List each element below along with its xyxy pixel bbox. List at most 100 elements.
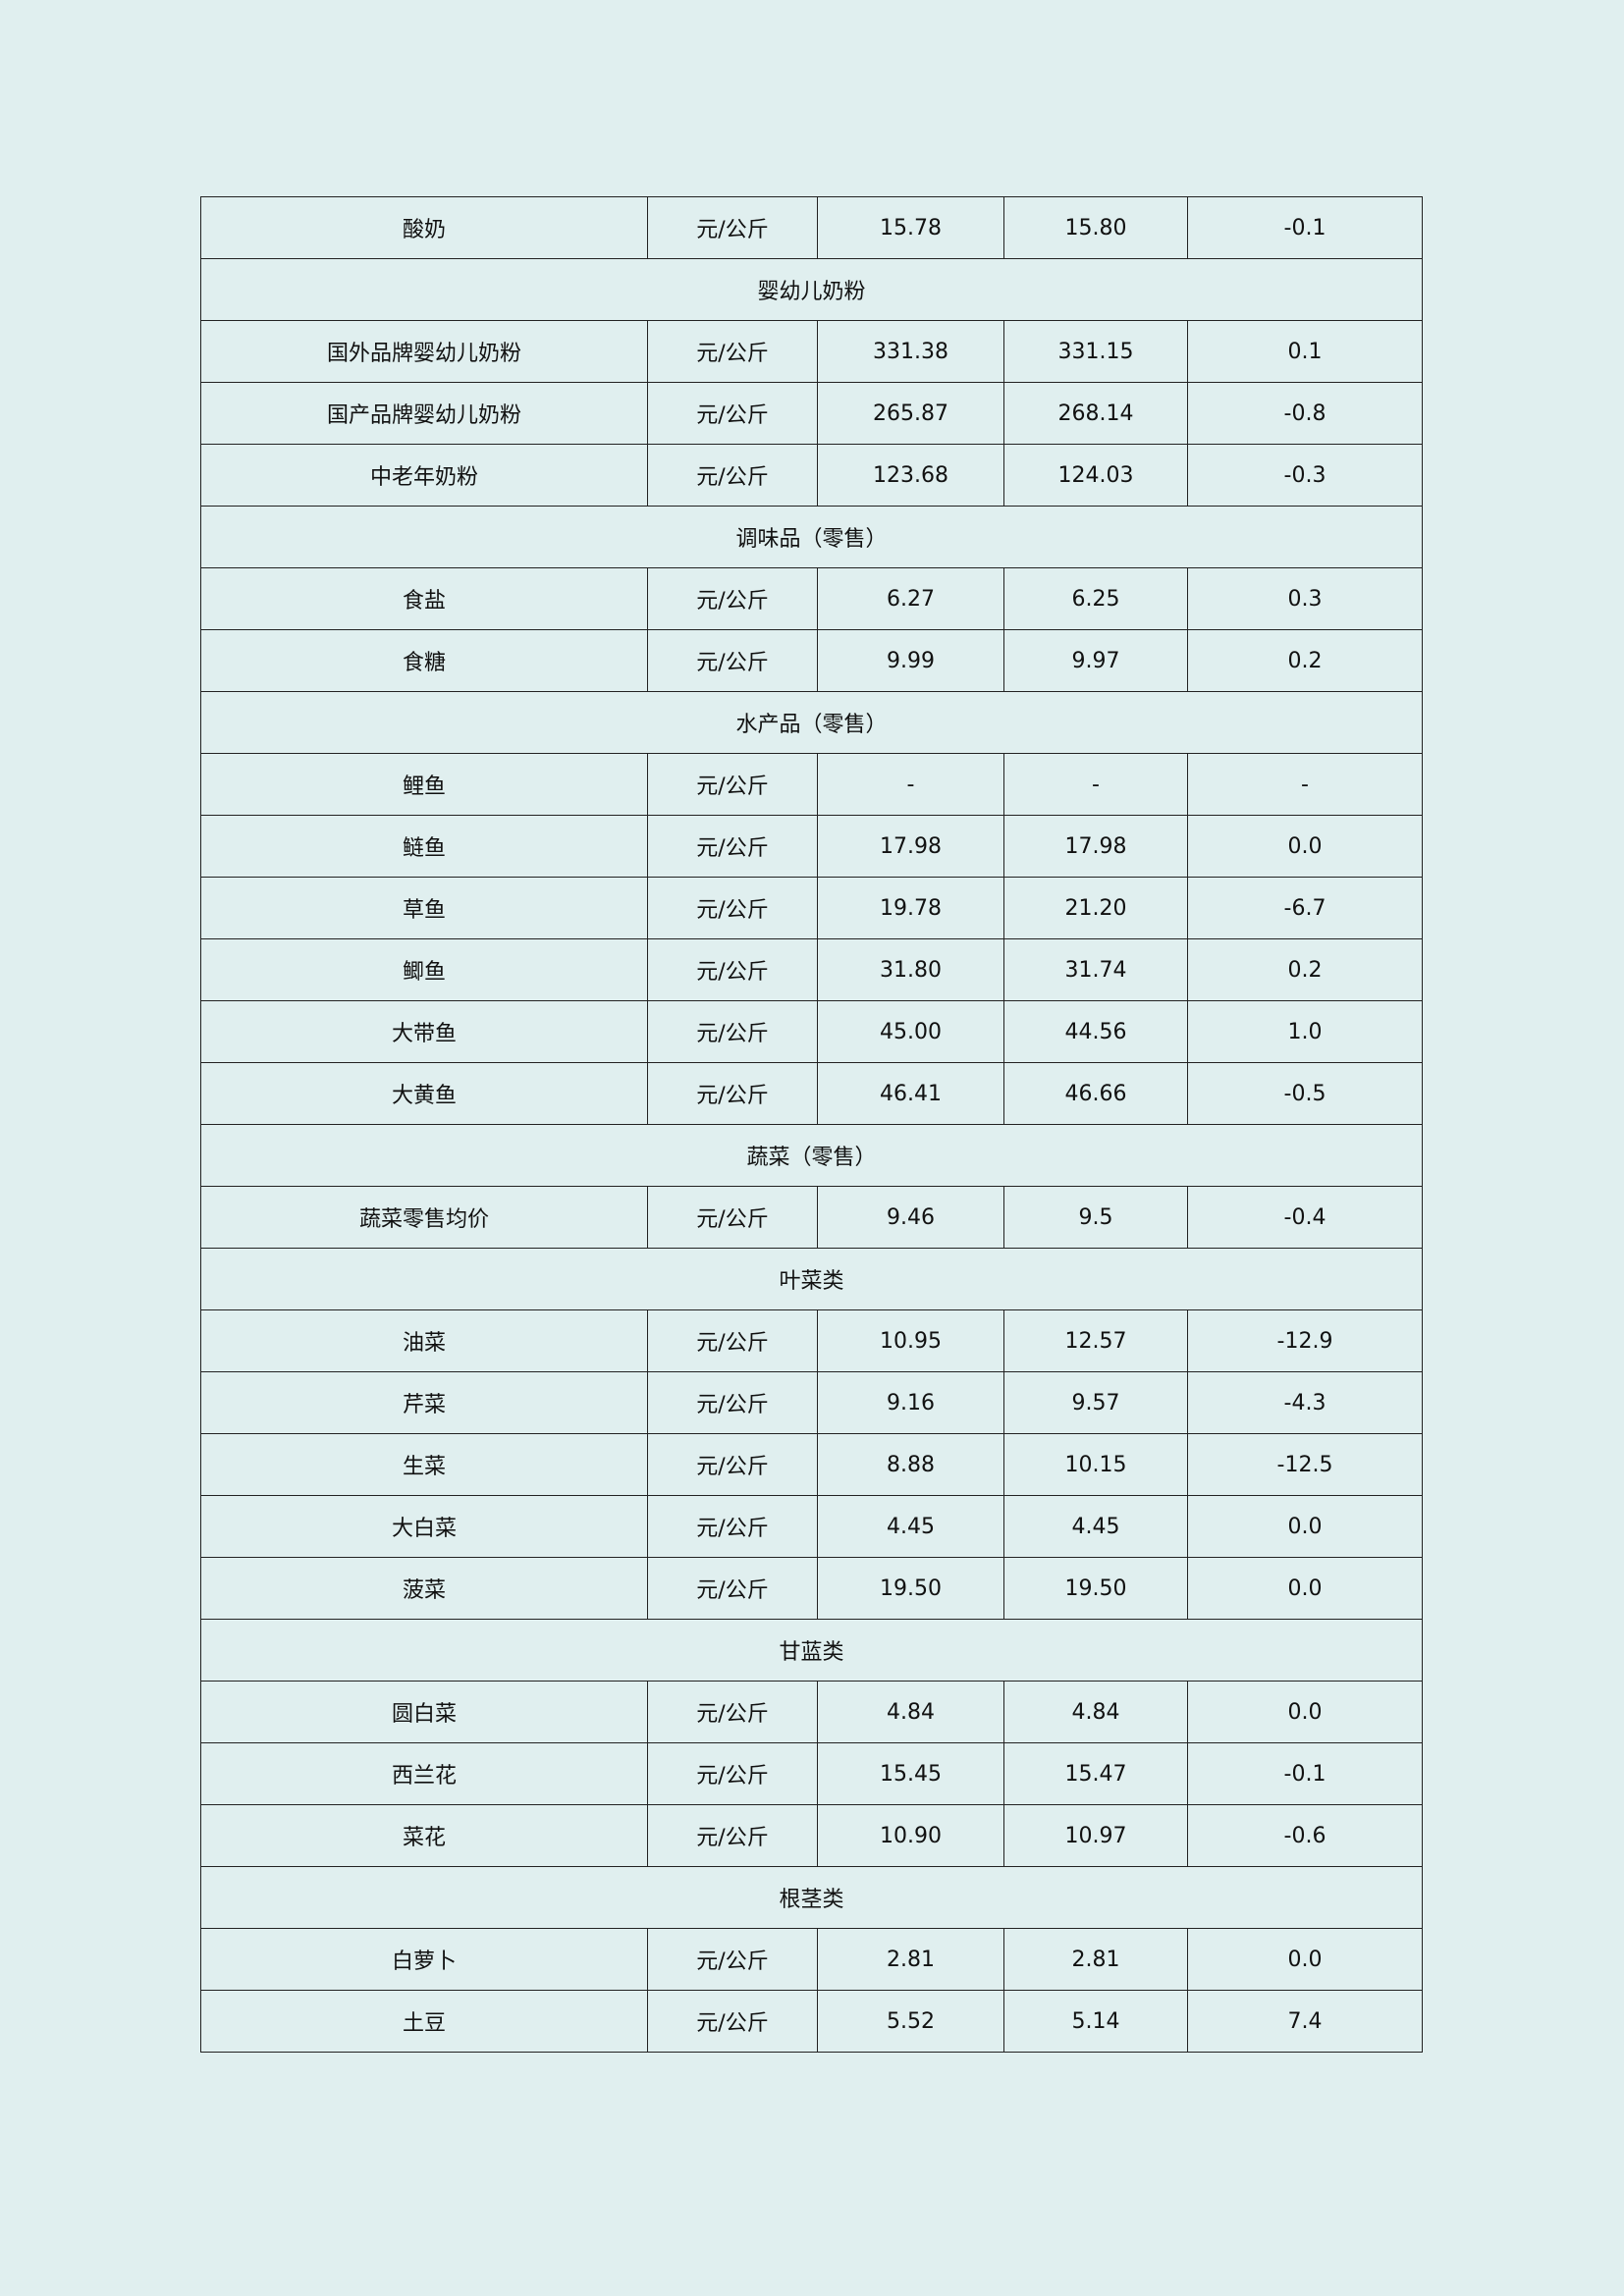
- cell-unit: 元/公斤: [647, 567, 818, 630]
- category-cell: 婴幼儿奶粉: [200, 258, 1423, 321]
- cell-unit: 元/公斤: [647, 1928, 818, 1991]
- category-row: 调味品（零售）: [200, 506, 1423, 568]
- cell-previous: 17.98: [1003, 815, 1188, 878]
- cell-previous: 10.15: [1003, 1433, 1188, 1496]
- table-row: 大带鱼 元/公斤 45.00 44.56 1.0: [200, 1000, 1423, 1063]
- cell-current: 5.52: [817, 1990, 1004, 2053]
- cell-previous: 6.25: [1003, 567, 1188, 630]
- cell-change: 0.2: [1187, 938, 1423, 1001]
- table-row: 西兰花 元/公斤 15.45 15.47 -0.1: [200, 1742, 1423, 1805]
- category-row: 蔬菜（零售）: [200, 1124, 1423, 1187]
- table-row: 菠菜 元/公斤 19.50 19.50 0.0: [200, 1557, 1423, 1620]
- cell-current: 6.27: [817, 567, 1004, 630]
- category-cell: 蔬菜（零售）: [200, 1124, 1423, 1187]
- cell-previous: 9.97: [1003, 629, 1188, 692]
- cell-previous: 268.14: [1003, 382, 1188, 445]
- cell-current: 10.90: [817, 1804, 1004, 1867]
- table-row: 蔬菜零售均价 元/公斤 9.46 9.5 -0.4: [200, 1186, 1423, 1249]
- cell-previous: -: [1003, 753, 1188, 816]
- cell-unit: 元/公斤: [647, 629, 818, 692]
- cell-change: -0.3: [1187, 444, 1423, 507]
- table-row: 菜花 元/公斤 10.90 10.97 -0.6: [200, 1804, 1423, 1867]
- cell-unit: 元/公斤: [647, 1309, 818, 1372]
- cell-name: 芹菜: [200, 1371, 648, 1434]
- table-row: 鲫鱼 元/公斤 31.80 31.74 0.2: [200, 938, 1423, 1001]
- cell-unit: 元/公斤: [647, 1433, 818, 1496]
- cell-unit: 元/公斤: [647, 196, 818, 259]
- cell-unit: 元/公斤: [647, 753, 818, 816]
- cell-name: 土豆: [200, 1990, 648, 2053]
- cell-name: 国产品牌婴幼儿奶粉: [200, 382, 648, 445]
- cell-change: -: [1187, 753, 1423, 816]
- cell-name: 大白菜: [200, 1495, 648, 1558]
- cell-name: 菜花: [200, 1804, 648, 1867]
- table-row: 中老年奶粉 元/公斤 123.68 124.03 -0.3: [200, 444, 1423, 507]
- cell-current: -: [817, 753, 1004, 816]
- cell-previous: 9.5: [1003, 1186, 1188, 1249]
- table-row: 大黄鱼 元/公斤 46.41 46.66 -0.5: [200, 1062, 1423, 1125]
- cell-current: 19.78: [817, 877, 1004, 939]
- cell-current: 45.00: [817, 1000, 1004, 1063]
- cell-current: 8.88: [817, 1433, 1004, 1496]
- cell-unit: 元/公斤: [647, 1557, 818, 1620]
- cell-previous: 2.81: [1003, 1928, 1188, 1991]
- cell-unit: 元/公斤: [647, 1371, 818, 1434]
- cell-change: 0.0: [1187, 1928, 1423, 1991]
- cell-current: 9.46: [817, 1186, 1004, 1249]
- table-row: 土豆 元/公斤 5.52 5.14 7.4: [200, 1990, 1423, 2053]
- cell-previous: 4.45: [1003, 1495, 1188, 1558]
- category-cell: 叶菜类: [200, 1248, 1423, 1310]
- table-row: 酸奶 元/公斤 15.78 15.80 -0.1: [200, 196, 1423, 259]
- cell-current: 4.45: [817, 1495, 1004, 1558]
- cell-name: 大带鱼: [200, 1000, 648, 1063]
- cell-unit: 元/公斤: [647, 1681, 818, 1743]
- category-row: 叶菜类: [200, 1248, 1423, 1310]
- cell-previous: 15.80: [1003, 196, 1188, 259]
- cell-unit: 元/公斤: [647, 938, 818, 1001]
- cell-name: 大黄鱼: [200, 1062, 648, 1125]
- cell-previous: 331.15: [1003, 320, 1188, 383]
- cell-change: 7.4: [1187, 1990, 1423, 2053]
- cell-change: -6.7: [1187, 877, 1423, 939]
- cell-current: 265.87: [817, 382, 1004, 445]
- cell-change: -0.1: [1187, 1742, 1423, 1805]
- table-row: 鲤鱼 元/公斤 - - -: [200, 753, 1423, 816]
- cell-previous: 10.97: [1003, 1804, 1188, 1867]
- cell-previous: 15.47: [1003, 1742, 1188, 1805]
- cell-unit: 元/公斤: [647, 815, 818, 878]
- cell-current: 331.38: [817, 320, 1004, 383]
- table-row: 大白菜 元/公斤 4.45 4.45 0.0: [200, 1495, 1423, 1558]
- cell-current: 2.81: [817, 1928, 1004, 1991]
- cell-name: 鲫鱼: [200, 938, 648, 1001]
- table-row: 芹菜 元/公斤 9.16 9.57 -4.3: [200, 1371, 1423, 1434]
- cell-current: 46.41: [817, 1062, 1004, 1125]
- category-cell: 调味品（零售）: [200, 506, 1423, 568]
- cell-change: 0.0: [1187, 815, 1423, 878]
- cell-unit: 元/公斤: [647, 1062, 818, 1125]
- cell-name: 西兰花: [200, 1742, 648, 1805]
- cell-change: 0.3: [1187, 567, 1423, 630]
- cell-previous: 31.74: [1003, 938, 1188, 1001]
- cell-current: 9.99: [817, 629, 1004, 692]
- cell-previous: 19.50: [1003, 1557, 1188, 1620]
- cell-name: 油菜: [200, 1309, 648, 1372]
- table-row: 白萝卜 元/公斤 2.81 2.81 0.0: [200, 1928, 1423, 1991]
- cell-previous: 46.66: [1003, 1062, 1188, 1125]
- cell-current: 19.50: [817, 1557, 1004, 1620]
- cell-change: -0.4: [1187, 1186, 1423, 1249]
- cell-name: 酸奶: [200, 196, 648, 259]
- cell-previous: 44.56: [1003, 1000, 1188, 1063]
- cell-unit: 元/公斤: [647, 1186, 818, 1249]
- cell-current: 15.45: [817, 1742, 1004, 1805]
- cell-change: -12.9: [1187, 1309, 1423, 1372]
- cell-unit: 元/公斤: [647, 444, 818, 507]
- table-row: 圆白菜 元/公斤 4.84 4.84 0.0: [200, 1681, 1423, 1743]
- cell-change: 0.2: [1187, 629, 1423, 692]
- category-row: 水产品（零售）: [200, 691, 1423, 754]
- cell-unit: 元/公斤: [647, 1742, 818, 1805]
- table-row: 国产品牌婴幼儿奶粉 元/公斤 265.87 268.14 -0.8: [200, 382, 1423, 445]
- cell-change: 0.0: [1187, 1557, 1423, 1620]
- cell-current: 9.16: [817, 1371, 1004, 1434]
- cell-name: 圆白菜: [200, 1681, 648, 1743]
- category-cell: 甘蓝类: [200, 1619, 1423, 1682]
